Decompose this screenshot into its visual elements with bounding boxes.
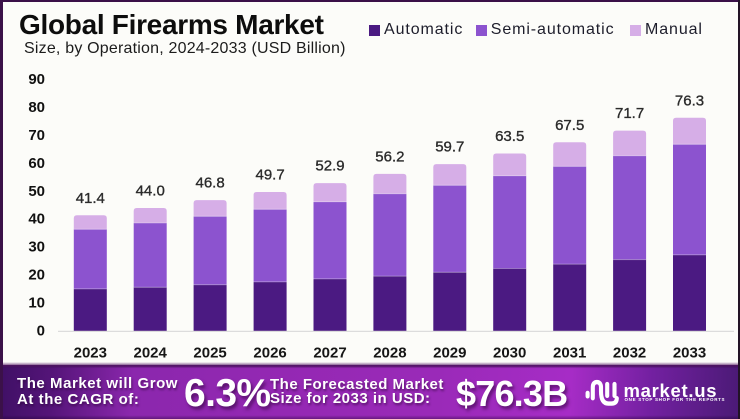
svg-text:2023: 2023 [74, 345, 107, 362]
svg-text:2028: 2028 [373, 345, 406, 362]
svg-text:46.8: 46.8 [195, 175, 224, 192]
svg-text:2030: 2030 [493, 345, 526, 362]
svg-text:2029: 2029 [433, 345, 466, 362]
svg-text:80: 80 [28, 99, 45, 116]
svg-text:2025: 2025 [193, 345, 226, 362]
svg-text:2024: 2024 [134, 345, 168, 362]
svg-text:20: 20 [28, 267, 45, 284]
svg-text:44.0: 44.0 [136, 183, 165, 200]
svg-text:60: 60 [28, 155, 45, 172]
svg-text:2027: 2027 [313, 345, 346, 362]
svg-text:2031: 2031 [553, 345, 586, 362]
svg-text:70: 70 [28, 127, 45, 144]
svg-text:41.4: 41.4 [76, 190, 105, 207]
svg-text:0: 0 [37, 322, 45, 339]
svg-text:71.7: 71.7 [615, 105, 644, 122]
svg-text:30: 30 [28, 239, 45, 256]
svg-text:59.7: 59.7 [435, 139, 464, 156]
svg-text:63.5: 63.5 [495, 128, 524, 145]
svg-text:2026: 2026 [253, 345, 286, 362]
svg-text:52.9: 52.9 [315, 158, 344, 175]
svg-text:50: 50 [28, 183, 45, 200]
svg-text:56.2: 56.2 [375, 149, 404, 166]
svg-text:10: 10 [28, 295, 45, 312]
svg-text:2032: 2032 [613, 345, 646, 362]
svg-text:76.3: 76.3 [675, 92, 704, 109]
svg-text:49.7: 49.7 [255, 167, 284, 184]
svg-text:2033: 2033 [673, 345, 706, 362]
svg-text:67.5: 67.5 [555, 117, 584, 134]
svg-text:90: 90 [28, 71, 45, 88]
svg-text:40: 40 [28, 211, 45, 228]
